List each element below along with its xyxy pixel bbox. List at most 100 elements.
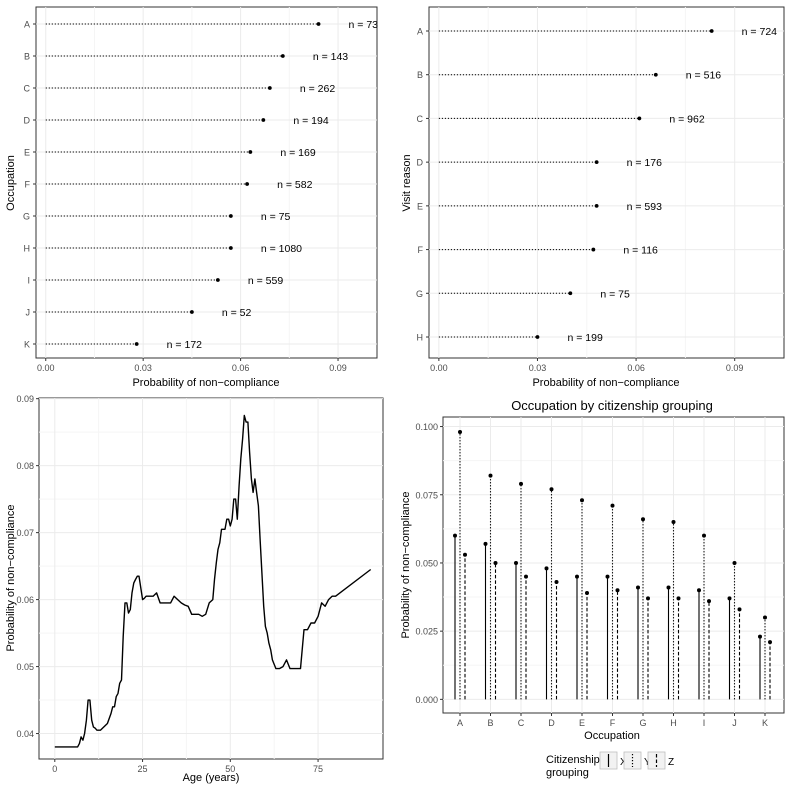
data-label: n = 75 (600, 288, 630, 300)
plot-panel (442, 416, 785, 714)
data-point (463, 552, 467, 557)
y-tick-label: 0.100 (415, 422, 438, 432)
x-tick-label: 75 (313, 764, 323, 774)
grid (39, 398, 383, 759)
data-label: n = 199 (567, 332, 602, 344)
data-label: n = 194 (293, 115, 328, 127)
data-point (267, 86, 272, 90)
legend-label: X (620, 757, 627, 768)
data-point (189, 310, 194, 314)
data-point (676, 596, 681, 601)
x-tick-label: 0.00 (37, 363, 55, 373)
marks: n = 724 n = 516 n = 962 n = 176 n = 593 n = 1… (438, 26, 777, 344)
y-tick-label: 0.075 (415, 490, 438, 500)
data-point (641, 517, 645, 522)
data-label: n = 516 (686, 70, 721, 82)
data-label: n = 52 (222, 307, 252, 319)
grid (36, 7, 377, 358)
data-point (488, 473, 493, 478)
data-point (594, 203, 599, 208)
y-tick-label: 0.07 (16, 528, 34, 538)
data-point (514, 560, 518, 565)
data-point (666, 585, 671, 590)
legend-title-line-1: Citizenship (546, 754, 600, 766)
y-tick-label: 0.04 (16, 729, 34, 739)
x-axis-label: Occupation (584, 730, 640, 742)
plot-panel (38, 397, 384, 760)
y-tick-label: B (417, 70, 423, 80)
x-tick-label: 0.03 (134, 363, 152, 373)
y-tick-label: F (418, 245, 424, 255)
data-point (535, 335, 540, 339)
data-point (280, 54, 285, 58)
data-point (671, 520, 676, 525)
data-point (727, 596, 732, 601)
data-label: n = 593 (627, 201, 662, 213)
data-label: n = 172 (167, 339, 202, 351)
data-point (519, 481, 523, 486)
data-point (549, 487, 554, 492)
data-point (261, 118, 266, 122)
age-line-chart: 0 25 50 75 0.04 0.05 0.06 0.07 0.08 0.09 Age (yea… (5, 394, 384, 784)
data-point (709, 29, 714, 33)
marks: n = 73 n = 143 n = 262 n = 194 n = 169 n = 58… (45, 19, 379, 351)
data-label: n = 116 (623, 245, 658, 257)
data-point (653, 72, 658, 77)
y-tick-label: E (417, 201, 423, 211)
tick-labels: 0 25 50 75 0.04 0.05 0.06 0.07 0.08 0.09 (16, 394, 323, 774)
x-tick-label: 50 (225, 764, 235, 774)
y-tick-label: B (24, 52, 30, 62)
x-tick-label: G (639, 718, 646, 728)
x-tick-label: B (487, 718, 493, 728)
data-point (215, 278, 220, 282)
legend-label: Y (644, 757, 651, 768)
data-point (636, 585, 640, 590)
x-tick-label: K (762, 718, 768, 728)
data-point (768, 640, 772, 645)
data-point (493, 560, 498, 565)
grid (429, 7, 784, 358)
data-label: n = 176 (627, 157, 662, 169)
y-axis-label: Occupation (5, 155, 17, 211)
data-point (646, 596, 650, 601)
tick-labels: 0.00 0.03 0.06 0.09 A B C D E F G H I J K (23, 20, 347, 374)
data-point (568, 291, 573, 296)
x-tick-label: A (457, 718, 463, 728)
data-point (594, 160, 599, 165)
x-tick-label: 0.09 (329, 363, 347, 373)
x-tick-label: E (579, 718, 585, 728)
data-label: n = 559 (248, 275, 283, 287)
data-label: n = 962 (669, 113, 704, 125)
data-point (134, 342, 139, 346)
y-tick-label: 0.05 (16, 662, 34, 672)
y-tick-label: H (417, 333, 424, 343)
data-label: n = 73 (349, 19, 379, 31)
data-point (483, 541, 488, 546)
x-tick-label: 0.00 (430, 363, 448, 373)
y-tick-label: G (23, 212, 30, 222)
data-point (580, 498, 584, 503)
y-tick-label: 0.06 (16, 595, 34, 605)
data-label: n = 724 (742, 26, 777, 38)
y-tick-label: E (24, 148, 30, 158)
data-point (228, 214, 233, 218)
data-point (245, 182, 249, 186)
data-label: n = 169 (280, 147, 315, 159)
x-tick-label: 0.03 (529, 363, 547, 373)
data-point (610, 503, 615, 508)
marks (453, 430, 772, 700)
data-point (458, 430, 462, 435)
data-point (605, 574, 610, 579)
data-point (554, 580, 559, 585)
data-point (544, 566, 549, 571)
legend: Citizenship grouping X Y Z (546, 751, 674, 779)
series-line (54, 414, 372, 748)
y-tick-label: I (27, 276, 30, 286)
data-point (453, 533, 457, 538)
data-label: n = 143 (313, 51, 348, 63)
data-point (732, 560, 737, 565)
y-tick-label: F (25, 180, 31, 190)
data-point (316, 22, 321, 26)
y-tick-label: J (26, 308, 31, 318)
x-tick-label: 0.06 (627, 363, 645, 373)
